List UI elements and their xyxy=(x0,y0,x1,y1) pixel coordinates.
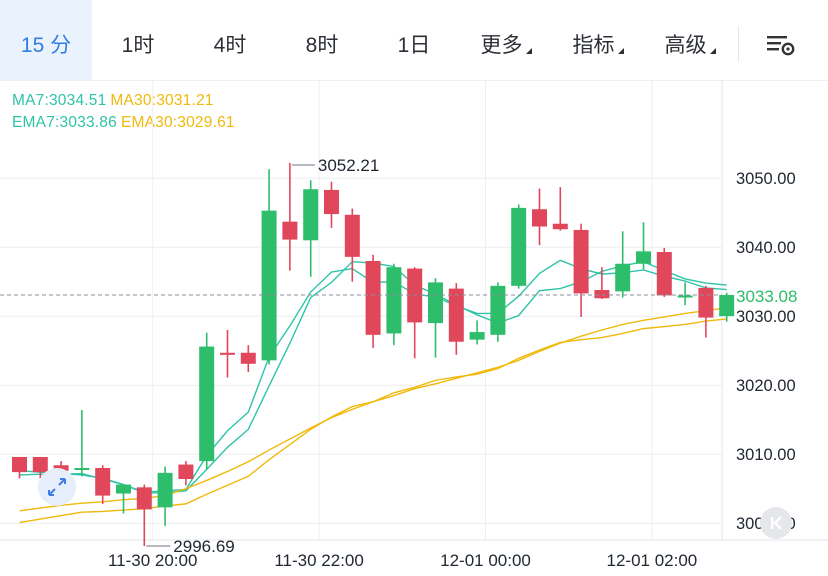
tab-label: 15 分 xyxy=(20,34,72,57)
tab-label: 指标 xyxy=(572,34,615,57)
candle-body-up xyxy=(677,295,693,298)
chart-settings-icon[interactable] xyxy=(762,28,798,64)
candle-body-up xyxy=(469,332,485,340)
crosshair-toggle-button[interactable] xyxy=(38,468,76,506)
ma30-label: MA30:3031.21 xyxy=(110,92,214,109)
candle-body-down xyxy=(407,268,423,323)
expand-arrows-icon xyxy=(48,478,66,496)
tab-indicators[interactable]: 指标 xyxy=(552,0,644,80)
tab-label: 1日 xyxy=(397,34,431,57)
candle-body-up xyxy=(199,346,215,462)
candle-body-down xyxy=(365,261,381,335)
dropdown-triangle-icon xyxy=(617,48,624,54)
candle-body-down xyxy=(240,352,256,364)
candle-body-down xyxy=(552,223,568,230)
low-price-label: 2996.69 xyxy=(173,537,234,556)
candle-body-down xyxy=(53,465,69,471)
candle-body-down xyxy=(32,456,48,473)
candle-body-down xyxy=(448,288,464,342)
tab-label: 1时 xyxy=(121,34,155,57)
tab-label: 8时 xyxy=(305,34,339,57)
ema30-label: EMA30:3029.61 xyxy=(120,114,235,131)
candle-body-up xyxy=(261,210,277,361)
tab-1h[interactable]: 1时 xyxy=(92,0,184,80)
ema7-label: EMA7:3033.86 xyxy=(12,114,117,131)
candle-body-up xyxy=(116,484,131,494)
candle-body-up xyxy=(428,282,443,324)
dropdown-triangle-icon xyxy=(709,48,716,54)
candle-body-up xyxy=(157,472,173,508)
dropdown-triangle-icon xyxy=(525,48,532,54)
candle-body-up xyxy=(386,267,402,334)
y-tick-label: 3050.00 xyxy=(736,170,796,188)
ma7-label: MA7:3034.51 xyxy=(12,92,107,109)
candle-body-down xyxy=(594,289,610,299)
high-price-label: 3052.21 xyxy=(318,156,379,175)
candle-body-up xyxy=(303,189,319,241)
candle-body-down xyxy=(656,252,672,296)
candle-body-down xyxy=(95,468,111,496)
tab-advanced[interactable]: 高级 xyxy=(644,0,736,80)
tab-4h[interactable]: 4时 xyxy=(184,0,276,80)
candle-body-up xyxy=(615,263,631,292)
candle-body-down xyxy=(12,456,27,473)
x-tick-label: 12-01 02:00 xyxy=(607,551,698,570)
ema-legend: EMA7:3033.86 EMA30:3029.61 xyxy=(12,114,239,132)
y-tick-label: 3010.00 xyxy=(736,446,796,464)
skip-to-start-icon xyxy=(771,516,782,530)
y-tick-label: 3040.00 xyxy=(736,239,796,257)
candle-body-up xyxy=(74,468,90,470)
candle-body-up xyxy=(636,251,651,264)
tab-label: 更多 xyxy=(480,34,523,57)
timeframe-tabbar: 15 分 1时 4时 8时 1日 更多 指标 高级 xyxy=(0,0,828,81)
candle-body-up xyxy=(511,207,527,286)
x-tick-label: 11-30 20:00 xyxy=(108,551,197,570)
candle-body-down xyxy=(324,189,339,215)
candle-body-down xyxy=(220,352,235,355)
candlestick-chart[interactable]: 11-30 20:00 11-30 22:00 12-01 00:00 12-01 0… xyxy=(0,80,828,576)
candle-body-down xyxy=(573,229,589,294)
candle-body-down xyxy=(698,287,714,318)
tab-label: 高级 xyxy=(664,34,707,57)
y-tick-label: 3020.00 xyxy=(736,377,796,395)
tab-1d[interactable]: 1日 xyxy=(368,0,460,80)
x-tick-label: 11-30 22:00 xyxy=(274,551,363,570)
candle-body-down xyxy=(178,464,194,480)
scroll-to-latest-button[interactable] xyxy=(760,507,792,539)
candle-body-up xyxy=(490,285,506,335)
current-price-label: 3033.08 xyxy=(736,287,797,306)
tab-label: 4时 xyxy=(213,34,247,57)
candle-body-down xyxy=(344,214,360,257)
candle-body-down xyxy=(532,209,547,227)
tab-8h[interactable]: 8时 xyxy=(276,0,368,80)
y-tick-label: 3030.00 xyxy=(736,308,796,326)
x-tick-label: 12-01 00:00 xyxy=(440,551,531,570)
tab-15m[interactable]: 15 分 xyxy=(0,0,92,80)
candle-body-down xyxy=(136,487,152,510)
tab-divider xyxy=(738,26,739,62)
candle-body-up xyxy=(719,294,735,317)
candle-body-down xyxy=(282,221,298,240)
ma-legend: MA7:3034.51 MA30:3031.21 xyxy=(12,92,218,110)
tab-more[interactable]: 更多 xyxy=(460,0,552,80)
